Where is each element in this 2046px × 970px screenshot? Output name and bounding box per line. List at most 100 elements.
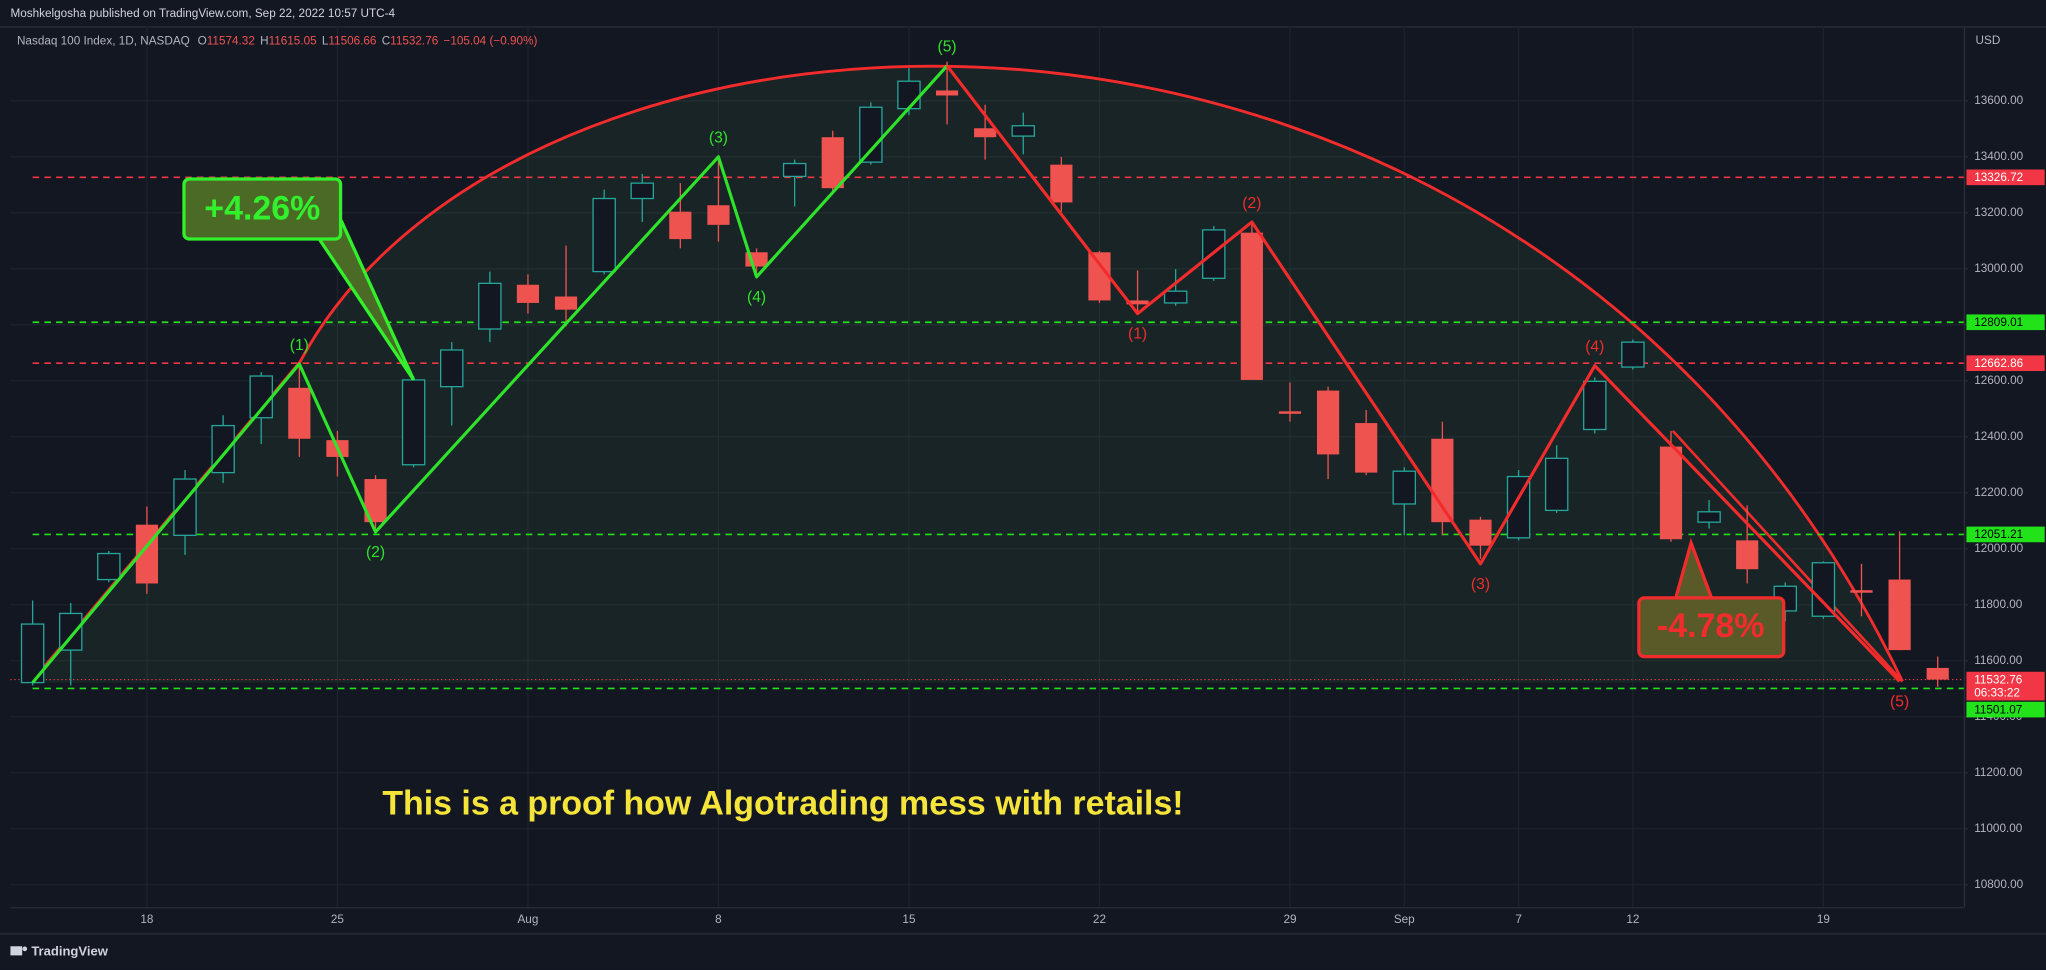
price-tag-label: 13326.72	[1974, 171, 2023, 184]
candle-body	[1240, 232, 1263, 380]
candle-body	[1469, 519, 1492, 546]
candle-body	[782, 162, 807, 178]
candle-body	[1126, 300, 1149, 305]
candle-body	[1011, 125, 1036, 137]
currency: USD	[1976, 34, 2001, 47]
countdown: 06:33:22	[1974, 686, 2020, 699]
candle-body	[859, 106, 883, 163]
candle-body	[1926, 667, 1949, 680]
y-tick-label: 12600.00	[1974, 374, 2023, 387]
candle-body	[1163, 290, 1188, 304]
candle-body	[1088, 252, 1111, 301]
y-tick-label: 11200.00	[1974, 766, 2023, 779]
candle-body	[707, 205, 730, 225]
candle-body	[478, 282, 502, 330]
y-tick-label: 12200.00	[1974, 486, 2023, 499]
price-tag-label: 11501.07	[1974, 703, 2022, 716]
price-tag	[1966, 526, 2045, 543]
candle-body	[1659, 446, 1683, 540]
publisher: Moshkelgosha published on TradingView.co…	[10, 7, 395, 20]
candle-body	[1050, 164, 1073, 203]
x-tick-label: 8	[715, 913, 722, 926]
price-tag-layer: 13326.72 12809.01 12662.86 12051.21 11501.07…	[1966, 169, 2045, 718]
wave-label: (5)	[937, 39, 956, 56]
channel-line	[1671, 429, 1904, 683]
candle-body	[1583, 380, 1607, 431]
wave-label: (2)	[1242, 195, 1261, 212]
candle-layer	[20, 61, 1949, 687]
x-tick-label: Aug	[517, 913, 538, 926]
candle-body	[1355, 423, 1378, 473]
arc-shade	[32, 66, 1903, 683]
candle-body	[1544, 457, 1569, 512]
x-tick-label: 19	[1817, 913, 1830, 926]
x-tick-label: 18	[140, 913, 154, 926]
candle-body	[58, 612, 83, 651]
price-tag-label: 12809.01	[1974, 316, 2023, 329]
y-tick-label: 12000.00	[1974, 542, 2023, 555]
last-price-label: 11532.76	[1974, 673, 2023, 686]
y-tick-label: 11000.00	[1974, 822, 2023, 835]
legend-key: C	[382, 34, 391, 47]
logo-icon	[10, 946, 23, 956]
wave-label: (1)	[1128, 326, 1147, 343]
y-tick-label: 13600.00	[1974, 94, 2023, 107]
legend-key: H	[260, 34, 268, 47]
legend-symbol: Nasdaq 100 Index, 1D, NASDAQ	[17, 34, 190, 47]
price-tag-label: 12662.86	[1974, 357, 2023, 370]
candle-body	[1850, 590, 1873, 593]
candle-body	[1392, 470, 1417, 505]
legend-key: L	[322, 34, 329, 47]
candle-body	[630, 182, 654, 200]
candle-body	[97, 552, 121, 581]
candle-body	[1278, 411, 1302, 414]
wave-label: (3)	[709, 130, 728, 147]
x-tick-label: 29	[1283, 913, 1296, 926]
candle-body	[364, 479, 387, 523]
wave-line	[945, 64, 1901, 683]
candle-body	[288, 387, 311, 439]
candle-body	[974, 128, 997, 138]
candle-body	[439, 349, 464, 388]
candle-body	[592, 197, 616, 273]
x-tick-label: Sep	[1394, 913, 1415, 926]
price-tag	[1966, 169, 2045, 186]
candle-body	[1316, 390, 1340, 455]
price-tag	[1966, 314, 2045, 331]
price-tag	[1966, 671, 2045, 701]
candle-body	[554, 296, 578, 310]
x-tick-label: 22	[1093, 913, 1106, 926]
price-tag-label: 12051.21	[1974, 528, 2023, 541]
callout-text: +4.26%	[204, 189, 320, 227]
y-tick-label: 13400.00	[1974, 150, 2023, 163]
candle-body	[1697, 511, 1721, 523]
logo-icon	[22, 946, 28, 952]
legend-key: O	[198, 34, 207, 47]
candle-body	[1888, 579, 1911, 651]
wave-layer: (1) (2) (3) (4) (5) (1) (2) (3) (4) (5)	[31, 39, 1909, 710]
y-tick-label: 13000.00	[1974, 262, 2023, 275]
callout-box	[1637, 596, 1786, 659]
wave-line	[31, 64, 949, 684]
candle-body	[1811, 562, 1836, 617]
price-tag	[1966, 701, 2045, 718]
callout-box	[182, 177, 343, 241]
price-tag	[1966, 355, 2045, 372]
candle-body	[897, 80, 921, 110]
wave-label: (4)	[747, 289, 766, 306]
arc	[34, 64, 1904, 683]
candle-body	[173, 478, 197, 536]
wave-label: (5)	[1890, 693, 1909, 710]
candle-body	[1736, 540, 1759, 570]
y-tick-label: 11600.00	[1974, 654, 2023, 667]
x-tick-label: 12	[1626, 913, 1639, 926]
legend-value: 11574.32	[207, 34, 255, 47]
wave-label: (2)	[366, 544, 385, 561]
legend: Nasdaq 100 Index, 1D, NASDAQ O11574.32 H11…	[17, 34, 538, 47]
legend-value: 11615.05	[269, 34, 318, 47]
legend-change: −105.04 (−0.90%)	[443, 34, 537, 47]
y-tick-label: 12400.00	[1974, 430, 2023, 443]
